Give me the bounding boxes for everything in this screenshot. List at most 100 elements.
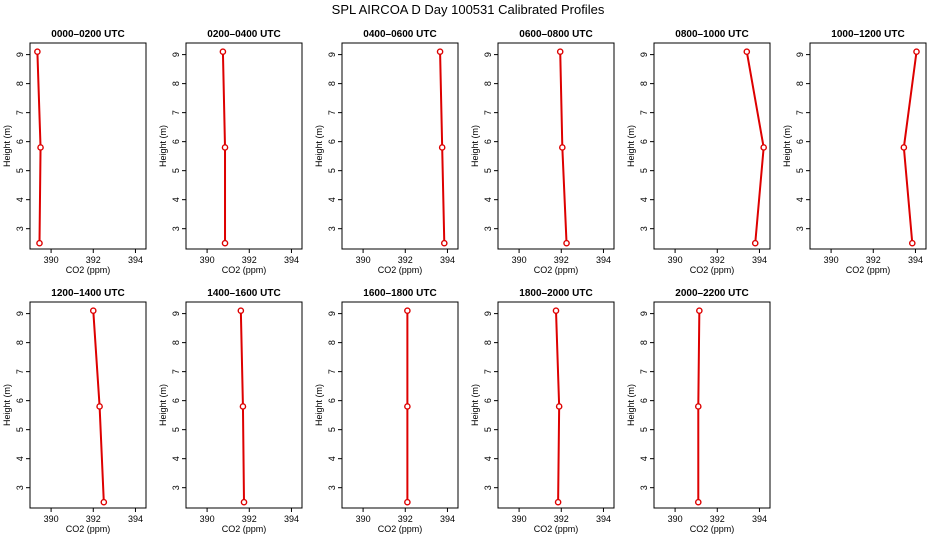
data-point: [554, 498, 562, 506]
y-tick-label: 7: [639, 110, 649, 115]
y-tick-label: 9: [171, 52, 181, 57]
x-tick-label: 392: [554, 514, 569, 524]
y-axis-label: Height (m): [2, 125, 12, 167]
y-tick-label: 5: [483, 168, 493, 173]
y-tick-label: 6: [327, 139, 337, 144]
data-point: [438, 144, 446, 151]
x-tick-label: 390: [824, 255, 839, 265]
plot-frame: [341, 42, 459, 250]
panel-0: 0000–0200 UTC 390 392 394 3 4 5 6 7 8 9 CO2 (ppm) He…: [2, 29, 147, 275]
data-point: [404, 403, 411, 410]
panel-title: 0600–0800 UTC: [519, 29, 592, 40]
data-point: [900, 144, 908, 151]
x-tick-label: 390: [200, 514, 215, 524]
y-tick-label: 9: [327, 52, 337, 57]
x-tick-label: 394: [284, 255, 299, 265]
y-tick-label: 6: [171, 398, 181, 403]
x-tick-label: 390: [668, 255, 683, 265]
y-tick-label: 5: [639, 168, 649, 173]
x-axis-label: CO2 (ppm): [534, 265, 579, 275]
panel-4: 0800–1000 UTC 390 392 394 3 4 5 6 7 8 9 CO2 (ppm) He…: [626, 29, 771, 275]
x-axis-label: CO2 (ppm): [66, 265, 111, 275]
x-axis-label: CO2 (ppm): [378, 524, 423, 534]
x-tick-label: 394: [752, 255, 767, 265]
data-point: [37, 144, 44, 151]
x-tick-label: 390: [356, 514, 371, 524]
data-point: [96, 403, 103, 410]
y-tick-label: 5: [639, 427, 649, 432]
y-tick-label: 9: [171, 311, 181, 316]
y-tick-label: 3: [171, 226, 181, 231]
plot-frame: [185, 301, 303, 509]
y-tick-label: 8: [15, 340, 25, 345]
panel-title: 0400–0600 UTC: [363, 29, 436, 40]
plot-frame: [185, 42, 303, 250]
data-point: [404, 498, 411, 506]
y-axis-label: Height (m): [158, 125, 168, 167]
y-tick-label: 5: [795, 168, 805, 173]
x-tick-label: 394: [908, 255, 923, 265]
data-point: [239, 403, 247, 410]
x-tick-label: 394: [128, 514, 143, 524]
y-tick-label: 7: [639, 369, 649, 374]
x-tick-label: 394: [440, 255, 455, 265]
panel-title: 1200–1400 UTC: [51, 288, 124, 299]
y-tick-label: 4: [171, 197, 181, 202]
plot-frame: [29, 301, 147, 509]
y-axis-label: Height (m): [470, 125, 480, 167]
y-tick-label: 3: [15, 485, 25, 490]
panel-2: 0400–0600 UTC 390 392 394 3 4 5 6 7 8 9 CO2 (ppm) He…: [314, 29, 459, 275]
x-axis-label: CO2 (ppm): [534, 524, 579, 534]
y-tick-label: 7: [483, 110, 493, 115]
y-axis-label: Height (m): [158, 384, 168, 426]
data-point: [760, 144, 767, 151]
x-tick-label: 392: [86, 514, 101, 524]
y-tick-label: 4: [327, 197, 337, 202]
data-point: [436, 48, 444, 56]
panel-6: 1200–1400 UTC 390 392 394 3 4 5 6 7 8 9 CO2 (ppm) He…: [2, 288, 147, 534]
y-tick-label: 9: [795, 52, 805, 57]
plot-frame: [653, 301, 771, 509]
panel-title: 1600–1800 UTC: [363, 288, 436, 299]
x-tick-label: 392: [86, 255, 101, 265]
y-tick-label: 6: [639, 139, 649, 144]
y-tick-label: 7: [327, 369, 337, 374]
data-point: [221, 144, 229, 151]
y-axis-label: Height (m): [626, 384, 636, 426]
x-axis-label: CO2 (ppm): [222, 265, 267, 275]
data-point: [34, 48, 41, 56]
x-tick-label: 392: [242, 255, 257, 265]
x-axis-label: CO2 (ppm): [66, 524, 111, 534]
data-point: [440, 239, 448, 247]
panel-title: 0200–0400 UTC: [207, 29, 280, 40]
y-tick-label: 7: [483, 369, 493, 374]
chart-title: SPL AIRCOA D Day 100531 Calibrated Profi…: [331, 2, 605, 17]
y-tick-label: 4: [795, 197, 805, 202]
x-tick-label: 394: [596, 255, 611, 265]
y-tick-label: 7: [171, 369, 181, 374]
y-axis-label: Height (m): [470, 384, 480, 426]
y-tick-label: 6: [639, 398, 649, 403]
data-point: [552, 307, 560, 315]
x-tick-label: 390: [512, 514, 527, 524]
plot-frame: [29, 42, 147, 250]
data-point: [36, 239, 43, 247]
x-axis-label: CO2 (ppm): [690, 265, 735, 275]
x-axis-label: CO2 (ppm): [222, 524, 267, 534]
y-tick-label: 3: [15, 226, 25, 231]
y-tick-label: 5: [15, 427, 25, 432]
data-point: [743, 48, 751, 56]
y-tick-label: 9: [15, 52, 25, 57]
y-tick-label: 8: [639, 81, 649, 86]
panel-title: 1400–1600 UTC: [207, 288, 280, 299]
y-axis-label: Height (m): [314, 384, 324, 426]
y-tick-label: 8: [327, 81, 337, 86]
y-tick-label: 4: [483, 456, 493, 461]
y-tick-label: 3: [795, 226, 805, 231]
y-tick-label: 9: [639, 311, 649, 316]
y-tick-label: 6: [15, 139, 25, 144]
x-tick-label: 390: [44, 514, 59, 524]
panel-title: 0000–0200 UTC: [51, 29, 124, 40]
y-tick-label: 3: [639, 485, 649, 490]
y-tick-label: 4: [639, 456, 649, 461]
